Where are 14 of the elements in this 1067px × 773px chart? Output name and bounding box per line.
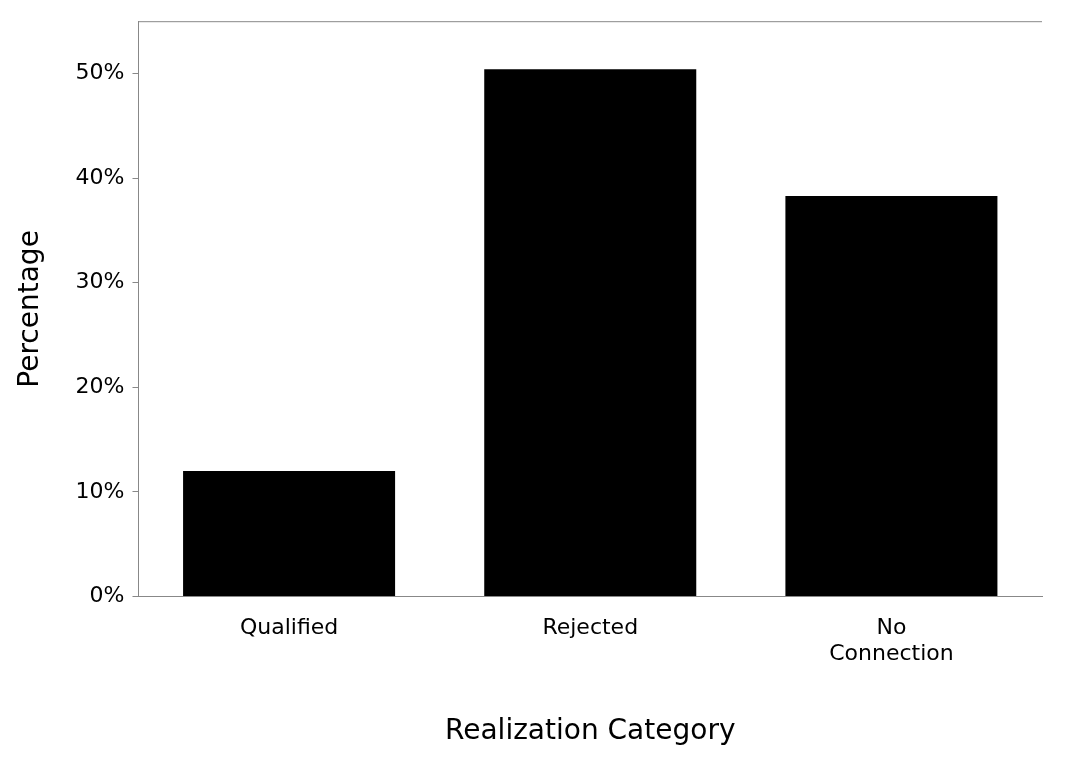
x-tick-label: Rejected	[542, 613, 639, 639]
x-tick-label: Qualified	[239, 613, 339, 639]
y-tick-label: 50%	[75, 59, 125, 85]
bar	[484, 69, 697, 597]
y-tick-label: 10%	[75, 477, 125, 503]
x-tick-label: No Connection	[829, 613, 954, 665]
y-tick-label: 20%	[75, 373, 125, 399]
y-axis-title: Percentage	[12, 230, 46, 388]
bar	[183, 471, 396, 597]
y-tick-label: 0%	[89, 582, 125, 608]
x-axis-title: Realization Category	[445, 713, 736, 747]
bar	[785, 195, 998, 597]
y-tick-label: 40%	[75, 163, 125, 189]
y-tick-label: 30%	[75, 268, 125, 294]
